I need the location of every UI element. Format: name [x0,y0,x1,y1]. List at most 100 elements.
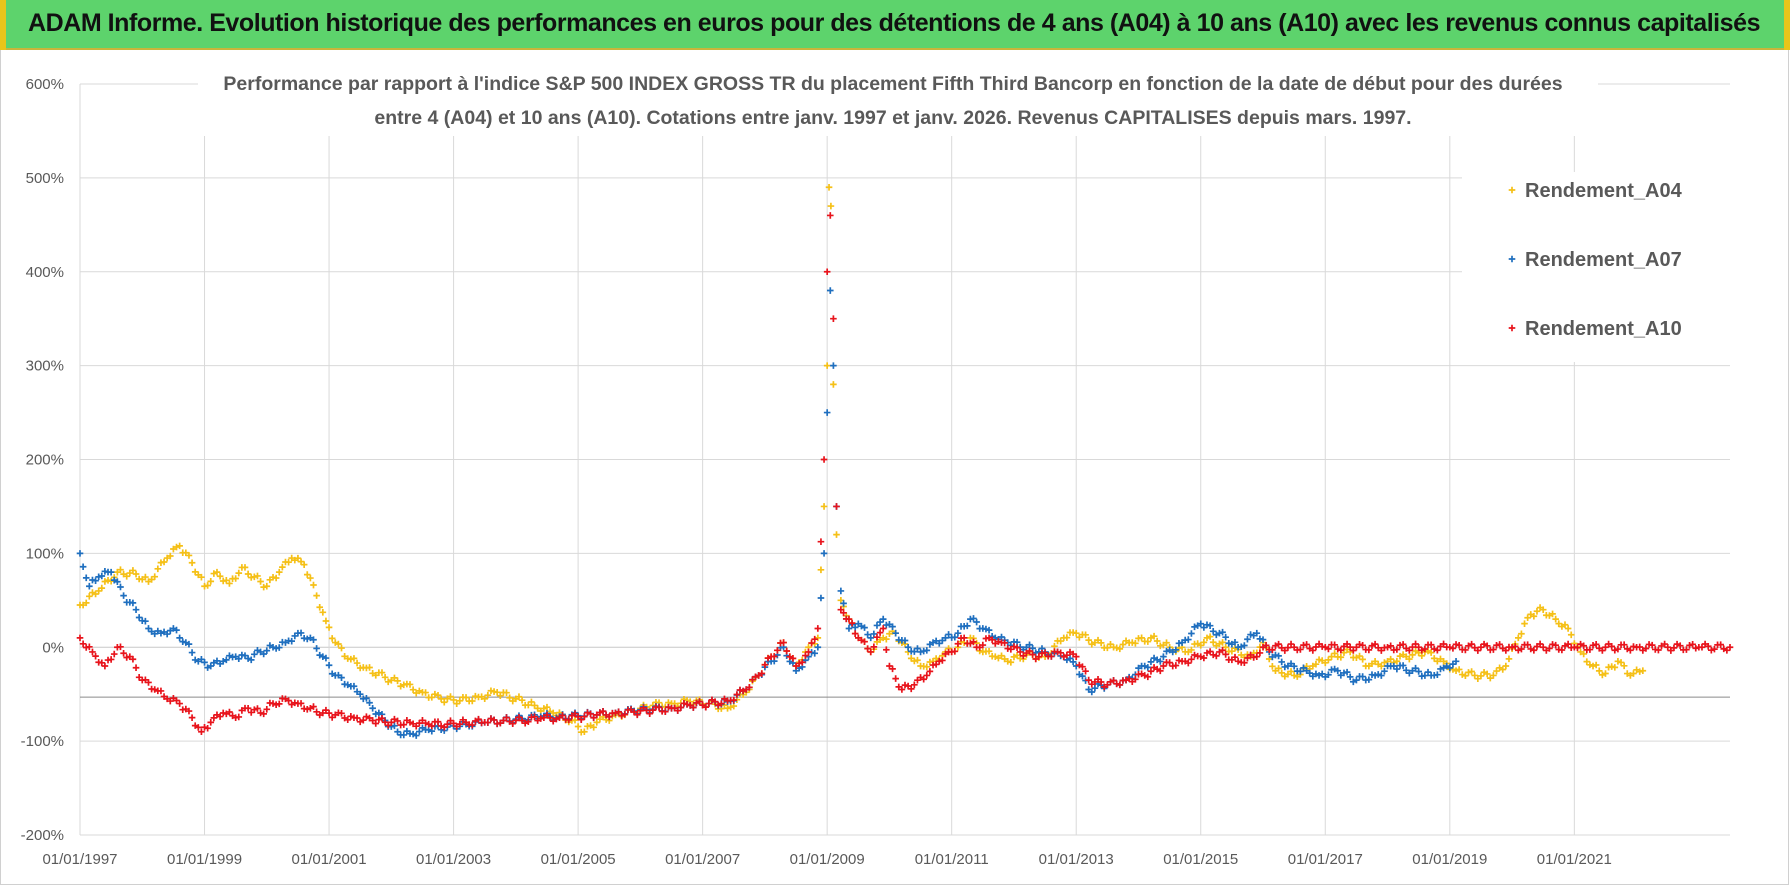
rendement-a07-point [114,578,121,586]
rendement-a07-point [954,629,962,637]
rendement-a04-point [151,573,159,580]
rendement-a07-point [244,655,252,662]
rendement-a10-point [1082,667,1089,675]
rendement-a10-point [1661,640,1668,648]
rendement-a10-point [1057,649,1064,657]
rendement-a10-point [1191,651,1198,659]
rendement-a10-point [1452,641,1460,648]
rendement-a07-point [76,550,84,557]
legend-marker [1508,324,1516,332]
rendement-a07-point [1244,635,1251,643]
rendement-a07-point [1091,684,1099,692]
x-tick-label: 01/01/2005 [541,851,616,868]
rendement-a10-point [826,212,834,219]
rendement-a10-point [450,720,457,727]
rendement-a10-point [633,711,641,719]
rendement-a07-point [412,732,420,739]
rendement-a04-point [98,584,106,592]
rendement-a10-point [1269,646,1276,654]
chart-frame [0,50,1789,885]
rendement-a07-point [157,629,165,637]
rendement-a07-point [851,624,859,631]
rendement-a07-point [830,362,837,369]
rendement-a04-point [322,617,330,625]
rendement-a07-point [79,563,87,571]
rendement-a10-point [1692,644,1700,652]
data-points-layer [76,183,1734,739]
rendement-a04-point [1119,641,1127,648]
rendement-a07-point [873,622,881,629]
rendement-a10-point [1434,646,1441,654]
rendement-a07-point [1334,667,1342,675]
rendement-a04-point [207,578,215,585]
rendement-a10-point [711,698,719,705]
rendement-a10-point [1670,644,1678,652]
rendement-a10-point [1599,647,1606,654]
rendement-a07-point [176,634,183,642]
rendement-a10-point [120,649,127,657]
rendement-a04-point [528,698,535,706]
x-tick-label: 01/01/2001 [292,851,367,868]
rendement-a04-point [254,572,261,580]
rendement-a10-point [1222,651,1229,658]
rendement-a10-point [883,646,890,654]
rendement-a10-point [705,700,713,707]
rendement-a07-point [188,649,196,656]
rendement-a10-point [195,724,202,731]
rendement-a10-point [512,717,520,724]
rendement-a04-point [590,724,597,731]
rendement-a04-point [1209,638,1217,646]
rendement-a07-point [914,645,921,652]
rendement-a10-point [1546,645,1553,652]
rendement-a04-point [223,577,230,584]
rendement-a07-point [82,574,90,582]
rendement-a04-point [1549,610,1556,618]
rendement-a10-point [269,700,277,707]
rendement-a10-point [1393,646,1401,653]
rendement-a04-point [1617,659,1625,666]
rendement-a10-point [861,638,868,645]
rendement-a07-point [901,637,909,644]
rendement-a04-point [185,552,193,559]
rendement-a04-point [1458,671,1466,678]
rendement-a04-point [543,703,551,711]
rendement-a04-point [1378,662,1385,670]
rendement-a07-point [1446,664,1454,672]
rendement-a04-point [827,202,835,210]
rendement-a04-point [817,566,825,574]
rendement-a04-point [409,686,417,693]
rendement-a10-point [752,673,759,681]
rendement-a04-point [1465,669,1472,676]
rendement-a10-point [911,681,918,689]
rendement-a04-point [1477,672,1485,680]
rendement-a10-point [840,609,847,617]
rendement-a07-point [173,626,180,634]
rendement-a04-point [1483,670,1491,678]
report-banner: ADAM Informe. Evolution historique des p… [0,0,1790,50]
rendement-a04-point [1275,665,1282,672]
rendement-a04-point [1206,633,1214,640]
rendement-a04-point [335,640,342,648]
rendement-a04-point [154,565,162,573]
rendement-a10-point [1527,645,1535,653]
rendement-a10-point [1558,646,1566,654]
rendement-a04-point [406,681,414,688]
rendement-a10-point [820,456,828,463]
rendement-a10-point [746,684,753,691]
rendement-a10-point [1455,641,1463,649]
rendement-a07-point [963,622,971,630]
legend-label: Rendement_A10 [1525,318,1682,340]
rendement-a10-point [1698,643,1706,651]
x-tick-label: 01/01/2009 [790,851,865,868]
rendement-a10-point [960,634,968,642]
rendement-a10-point [1704,642,1712,650]
rendement-a10-point [157,687,165,695]
rendement-a10-point [1244,654,1251,662]
rendement-a04-point [503,689,510,696]
rendement-a10-point [257,709,264,717]
rendement-a07-point [372,710,380,718]
rendement-a07-point [970,615,977,622]
rendement-a10-point [758,670,766,677]
rendement-a10-point [1552,641,1559,649]
rendement-a04-point [571,716,579,724]
